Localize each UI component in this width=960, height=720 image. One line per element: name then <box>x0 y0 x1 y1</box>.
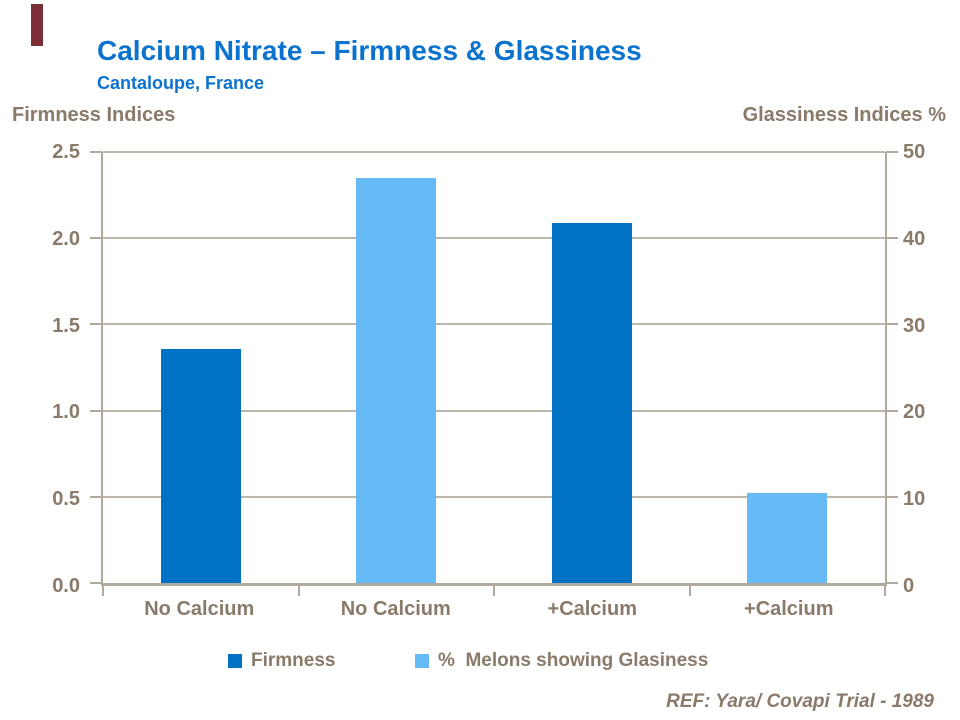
right-axis-tick-label: 0 <box>903 575 915 597</box>
right-axis-tick-mark <box>886 495 898 498</box>
right-axis-title: Glassiness Indices % <box>742 104 946 126</box>
legend-label: Firmness <box>251 650 336 671</box>
left-axis-tick-mark <box>90 582 102 584</box>
legend-item: % Melons showing Glasiness <box>415 648 708 674</box>
gridline <box>103 237 885 240</box>
left-axis-tick-mark <box>90 323 102 326</box>
legend-label: % Melons showing Glasiness <box>438 650 709 671</box>
bar-melons-showing-glasiness-4 <box>747 492 828 583</box>
right-axis-tick-mark <box>886 323 898 326</box>
left-axis-tick-mark <box>90 495 102 498</box>
right-axis-tick-label: 50 <box>903 141 926 163</box>
left-axis-tick-label: 0.0 <box>52 575 80 597</box>
reference-note: REF: Yara/ Covapi Trial - 1989 <box>666 691 934 712</box>
right-axis-tick-label: 40 <box>903 227 926 250</box>
left-axis-title: Firmness Indices <box>12 104 176 126</box>
left-axis-tick-mark <box>90 151 102 153</box>
legend-swatch <box>228 654 242 668</box>
right-axis-tick-label: 20 <box>903 401 926 424</box>
left-axis-tick-label: 0.5 <box>52 488 80 511</box>
right-axis-tick-mark <box>886 409 898 412</box>
plot-area <box>90 151 898 596</box>
left-axis-tick-mark <box>90 237 102 240</box>
x-axis-labels: No Calcium No Calcium +Calcium +Calcium <box>101 598 887 628</box>
gridline <box>103 323 885 326</box>
left-axis-tick-mark <box>90 409 102 412</box>
x-axis-tick-mark <box>884 585 886 596</box>
left-axis-tick-label: 2.5 <box>52 141 80 163</box>
right-axis-tick-label: 30 <box>903 314 926 337</box>
bar-melons-showing-glasiness-2 <box>356 177 437 583</box>
x-axis-category-label: +Calcium <box>744 598 834 620</box>
left-axis-tick-label: 1.5 <box>52 314 80 337</box>
x-axis-category-label: No Calcium <box>144 598 255 620</box>
x-axis-category-label: No Calcium <box>340 598 451 620</box>
left-axis-tick-label: 1.0 <box>52 401 80 424</box>
bar-firmness-3 <box>551 222 632 583</box>
right-axis-tick-mark <box>886 582 898 584</box>
x-axis-category-label: +Calcium <box>547 598 637 620</box>
right-axis-tick-mark <box>886 151 898 153</box>
right-axis-tick-label: 10 <box>903 488 926 511</box>
gridline <box>103 151 885 153</box>
page-subtitle: Cantaloupe, France <box>97 72 265 93</box>
page-title: Calcium Nitrate – Firmness & Glassiness <box>97 34 642 66</box>
right-axis-tick-mark <box>886 237 898 240</box>
bar-firmness-1 <box>160 348 241 583</box>
x-axis-tick-mark <box>493 585 495 596</box>
right-axis-tick-labels: 50 40 30 20 10 0 <box>903 142 960 596</box>
gridline <box>103 409 885 412</box>
left-axis-tick-labels: 2.5 2.0 1.5 1.0 0.5 0.0 <box>8 142 80 596</box>
gridline <box>103 495 885 498</box>
accent-bar <box>31 4 43 46</box>
legend-item: Firmness <box>228 648 335 674</box>
left-axis-tick-label: 2.0 <box>52 227 80 250</box>
x-axis-tick-mark <box>102 585 104 596</box>
x-axis-tick-mark <box>688 585 691 596</box>
x-axis-tick-mark <box>297 585 300 596</box>
legend: Firmness % Melons showing Glasiness <box>0 648 960 674</box>
legend-swatch <box>415 654 429 668</box>
